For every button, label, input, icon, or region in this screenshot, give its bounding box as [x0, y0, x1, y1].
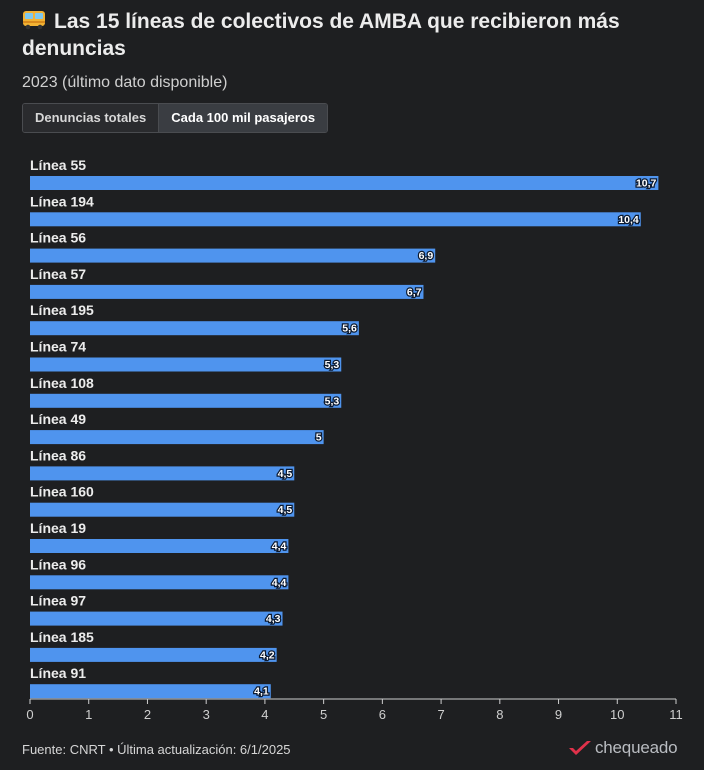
- bar: [30, 539, 289, 553]
- value-label: 4,4: [272, 541, 287, 553]
- bar: [30, 248, 436, 263]
- x-tick-label: 0: [26, 707, 33, 722]
- x-tick-label: 9: [555, 707, 562, 722]
- value-label: 5: [316, 432, 322, 444]
- category-label: Línea 195: [30, 302, 94, 318]
- value-label: 6,9: [419, 250, 434, 262]
- bar: [30, 502, 295, 517]
- value-label: 4,4: [272, 577, 287, 589]
- category-label: Línea 96: [30, 556, 86, 572]
- bar: [30, 611, 283, 626]
- source-note: Fuente: CNRT • Última actualización: 6/1…: [22, 742, 291, 757]
- value-label: 10,4: [618, 214, 639, 226]
- chart-header: Las 15 líneas de colectivos de AMBA que …: [22, 8, 682, 92]
- bar: [30, 357, 342, 372]
- value-label: 4,5: [278, 468, 293, 480]
- bar: [30, 466, 295, 481]
- category-label: Línea 49: [30, 411, 86, 427]
- x-tick-label: 3: [203, 707, 210, 722]
- chequeado-logo: chequeado: [568, 738, 678, 758]
- x-tick-label: 1: [85, 707, 92, 722]
- x-tick-label: 8: [496, 707, 503, 722]
- value-label: 10,7: [636, 178, 657, 190]
- bar: [30, 212, 641, 227]
- category-label: Línea 86: [30, 447, 86, 463]
- bar: [30, 393, 342, 408]
- value-label: 5,3: [325, 395, 340, 407]
- value-label: 4,2: [260, 649, 275, 661]
- category-label: Línea 74: [30, 339, 86, 355]
- tab-denuncias-totales[interactable]: Denuncias totales: [23, 104, 159, 132]
- x-tick-label: 5: [320, 707, 327, 722]
- bar: [30, 647, 277, 662]
- bar: [30, 176, 659, 190]
- x-tick-label: 10: [610, 707, 624, 722]
- value-label: 5,3: [325, 359, 340, 371]
- value-label: 4,5: [278, 504, 293, 516]
- bus-icon: [23, 11, 45, 30]
- category-label: Línea 194: [30, 193, 94, 209]
- bar: [30, 684, 271, 699]
- value-label: 5,6: [342, 323, 357, 335]
- x-tick-label: 6: [379, 707, 386, 722]
- bar: [30, 430, 324, 445]
- bar: [30, 284, 424, 299]
- metric-tabs: Denuncias totales Cada 100 mil pasajeros: [22, 103, 329, 133]
- x-tick-label: 4: [261, 707, 268, 722]
- category-label: Línea 19: [30, 520, 86, 536]
- x-tick-label: 7: [437, 707, 444, 722]
- category-label: Línea 108: [30, 375, 94, 391]
- category-label: Línea 91: [30, 665, 86, 681]
- value-label: 4,1: [254, 686, 269, 698]
- chart-subtitle: 2023 (último dato disponible): [22, 74, 228, 91]
- category-label: Línea 56: [30, 230, 86, 246]
- value-label: 4,3: [266, 613, 281, 625]
- category-label: Línea 160: [30, 484, 94, 500]
- category-label: Línea 97: [30, 593, 86, 609]
- category-label: Línea 55: [30, 157, 86, 173]
- category-label: Línea 185: [30, 629, 94, 645]
- chart-title-text: Las 15 líneas de colectivos de AMBA que …: [22, 10, 620, 60]
- x-tick-label: 11: [669, 707, 683, 722]
- category-label: Línea 57: [30, 266, 86, 282]
- brand-name: chequeado: [595, 738, 678, 757]
- bar: [30, 321, 359, 336]
- chart-title: Las 15 líneas de colectivos de AMBA que …: [22, 8, 682, 62]
- chequeado-check-icon: [569, 741, 591, 755]
- value-label: 6,7: [407, 286, 422, 298]
- tab-cada-100-mil-pasajeros[interactable]: Cada 100 mil pasajeros: [158, 104, 328, 132]
- bar: [30, 575, 289, 590]
- x-tick-label: 2: [144, 707, 151, 722]
